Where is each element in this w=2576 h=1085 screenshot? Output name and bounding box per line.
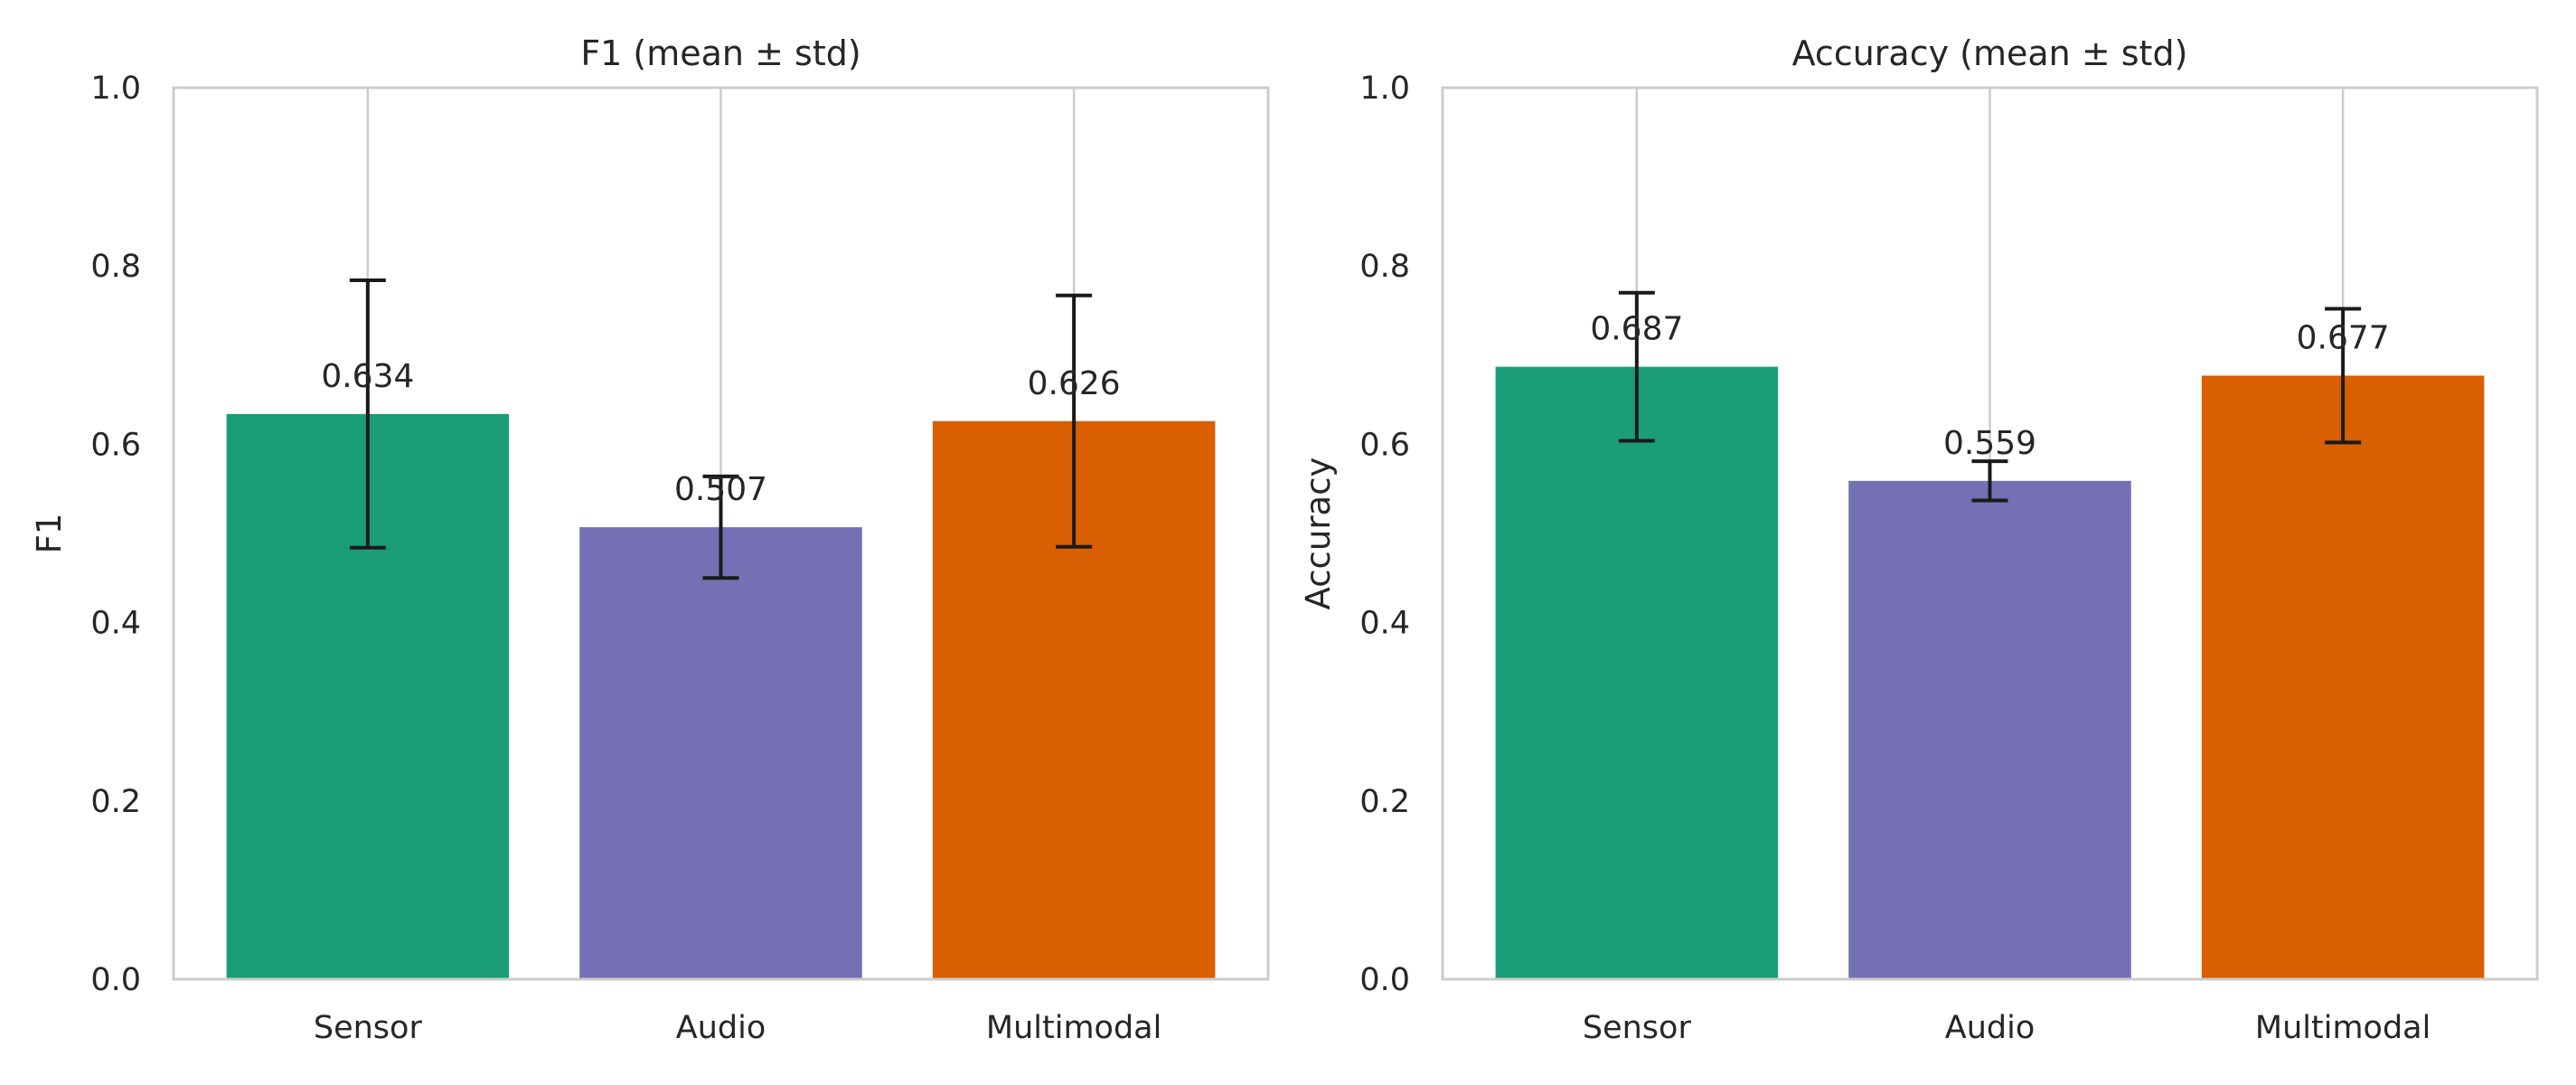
accuracy-error-bar-sensor bbox=[1618, 290, 1655, 443]
accuracy-plot-frame bbox=[1441, 86, 2539, 981]
accuracy-y-axis-label: Accuracy bbox=[1299, 458, 1338, 610]
accuracy-chart-title: Accuracy (mean ± std) bbox=[1792, 33, 2188, 73]
f1-y-tick-label: 0.0 bbox=[90, 962, 141, 998]
accuracy-value-label: 0.687 bbox=[1590, 311, 1683, 348]
accuracy-x-tick-label: Sensor bbox=[1583, 1010, 1692, 1046]
accuracy-value-label: 0.677 bbox=[2297, 319, 2390, 356]
accuracy-bar-sensor bbox=[1495, 366, 1779, 979]
accuracy-y-tick-label: 0.2 bbox=[1359, 784, 1410, 820]
accuracy-x-tick-label: Multimodal bbox=[2255, 1010, 2430, 1046]
f1-x-tick-label: Audio bbox=[676, 1010, 766, 1046]
accuracy-y-tick-label: 0.0 bbox=[1359, 962, 1410, 998]
accuracy-error-bar-audio bbox=[1971, 459, 2008, 503]
f1-value-label: 0.507 bbox=[674, 471, 767, 508]
f1-bar-audio bbox=[579, 527, 862, 979]
f1-y-tick-label: 1.0 bbox=[90, 71, 141, 107]
f1-error-bar-multimodal bbox=[1056, 293, 1093, 549]
accuracy-bar-multimodal bbox=[2201, 375, 2485, 979]
f1-value-label: 0.634 bbox=[321, 358, 414, 395]
accuracy-y-tick-label: 0.6 bbox=[1359, 427, 1410, 463]
accuracy-y-tick-label: 0.4 bbox=[1359, 606, 1410, 642]
accuracy-y-tick-label: 0.8 bbox=[1359, 249, 1410, 285]
f1-chart-panel: F1 (mean ± std) F1 0.0 0.2 0.4 0.6 0.8 1.0 Se… bbox=[30, 33, 1270, 1046]
accuracy-x-tick-label: Audio bbox=[1945, 1010, 2035, 1046]
f1-y-tick-label: 0.4 bbox=[90, 606, 141, 642]
f1-chart-title: F1 (mean ± std) bbox=[580, 33, 860, 73]
f1-y-axis-label: F1 bbox=[30, 514, 69, 554]
accuracy-y-tick-label: 1.0 bbox=[1359, 71, 1410, 107]
accuracy-value-label: 0.559 bbox=[1943, 425, 2036, 462]
accuracy-chart-panel: Accuracy (mean ± std) Accuracy 0.0 0.2 0.4… bbox=[1299, 33, 2539, 1046]
f1-y-tick-label: 0.8 bbox=[90, 249, 141, 285]
f1-x-tick-label: Sensor bbox=[314, 1010, 423, 1046]
f1-error-bar-audio bbox=[702, 474, 739, 580]
f1-x-tick-label: Multimodal bbox=[986, 1010, 1161, 1046]
accuracy-error-bar-multimodal bbox=[2325, 307, 2362, 445]
f1-plot-frame bbox=[172, 86, 1270, 981]
f1-y-tick-label: 0.6 bbox=[90, 427, 141, 463]
f1-error-bar-sensor bbox=[349, 278, 386, 550]
f1-y-tick-label: 0.2 bbox=[90, 784, 141, 820]
f1-value-label: 0.626 bbox=[1028, 365, 1121, 402]
accuracy-bar-audio bbox=[1848, 480, 2131, 979]
